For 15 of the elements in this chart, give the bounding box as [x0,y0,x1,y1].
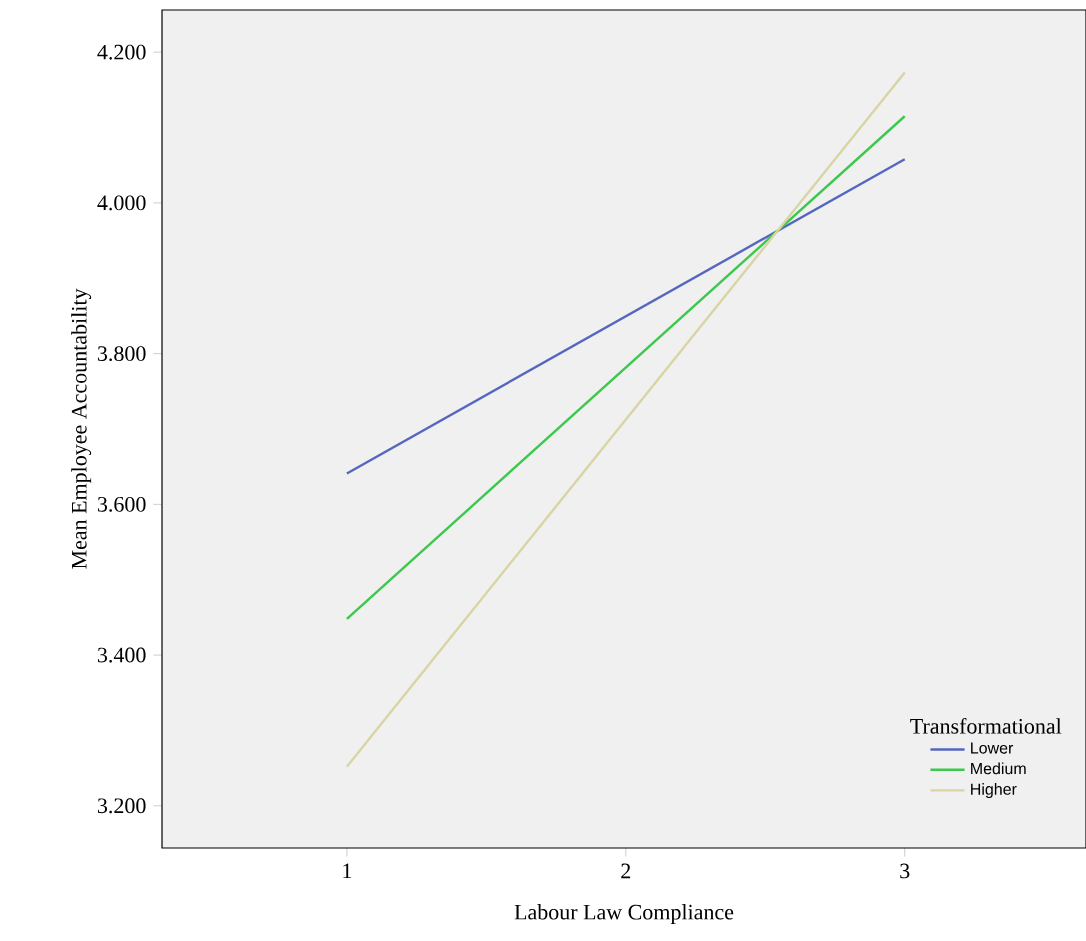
y-tick-label: 3.200 [97,798,146,814]
legend-label: Higher [971,783,1017,799]
y-axis-title: Mean Employee Accountability [71,288,92,569]
legend-label: Lower [971,742,1014,754]
y-tick-label: 3.400 [97,647,146,663]
y-tick-label: 4.000 [97,195,146,211]
legend-title: Transformational [910,717,1062,734]
y-tick-label: 4.200 [97,44,146,60]
legend-label: Medium [971,762,1026,775]
x-tick-label: 2 [621,863,631,879]
x-tick-label: 3 [900,863,910,879]
y-tick-label: 3.800 [97,346,146,362]
x-axis-title: Labour Law Compliance [514,904,734,925]
y-tick-label: 3.600 [97,496,146,512]
x-tick-label: 1 [343,863,352,879]
